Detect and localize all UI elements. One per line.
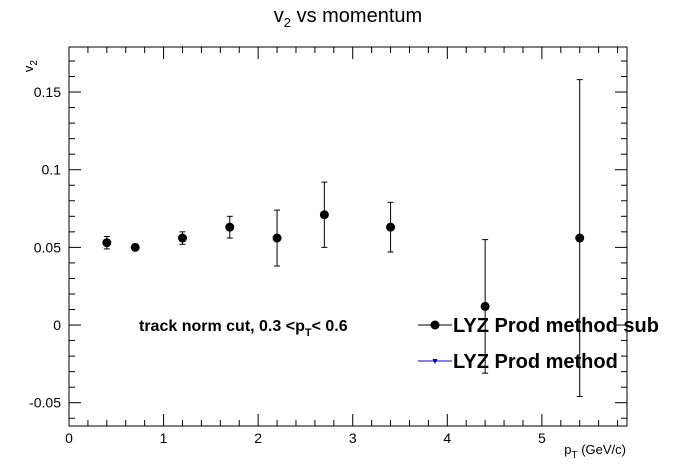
data-point: [575, 233, 585, 243]
chart-title: v2 vs momentum: [274, 5, 422, 30]
y-tick-label: -0.05: [29, 395, 61, 411]
legend-label-prod: LYZ Prod method: [453, 351, 618, 373]
data-point: [102, 238, 112, 248]
x-tick-labels: 0 1 2 3 4 5: [65, 430, 546, 446]
legend-marker-prod: [432, 359, 438, 364]
legend-label-sub: LYZ Prod method sub: [453, 315, 659, 337]
x-axis-title-main: p: [564, 442, 571, 457]
data-points: [102, 79, 585, 397]
data-point: [272, 233, 282, 243]
x-tick-label: 1: [160, 430, 168, 446]
cut-annotation-rest: < 0.6: [312, 318, 348, 335]
chart-title-main: v: [274, 5, 284, 27]
x-axis-title-rest: (GeV/c): [578, 442, 626, 457]
data-point: [480, 301, 490, 311]
x-axis-title-subscript: T: [571, 450, 577, 461]
chart-title-rest: vs momentum: [291, 5, 422, 27]
x-tick-label: 5: [538, 430, 546, 446]
legend: LYZ Prod method sub LYZ Prod method: [418, 315, 659, 373]
legend-marker-sub: [430, 320, 440, 330]
legend-entry-prod: LYZ Prod method: [418, 351, 618, 373]
cut-annotation: track norm cut, 0.3 <pT< 0.6: [139, 318, 348, 339]
cut-annotation-main: track norm cut, 0.3 <p: [139, 318, 305, 335]
data-point: [130, 242, 140, 252]
data-point: [225, 222, 235, 232]
y-tick-label: 0.1: [42, 162, 62, 178]
y-tick-label: 0: [53, 317, 61, 333]
x-tick-label: 0: [65, 430, 73, 446]
y-axis-title: v2: [21, 60, 40, 73]
x-tick-label: 4: [443, 430, 451, 446]
data-point: [386, 222, 396, 232]
y-axis-title-subscript: 2: [29, 60, 40, 66]
x-tick-label: 2: [254, 430, 262, 446]
plot-frame: [68, 46, 628, 427]
y-tick-label: 0.15: [34, 84, 61, 100]
legend-entry-sub: LYZ Prod method sub: [418, 315, 659, 337]
y-axis-title-main: v: [21, 65, 36, 72]
x-axis-title: pT (GeV/c): [564, 442, 626, 461]
data-point: [319, 210, 329, 220]
y-tick-labels: -0.05 0 0.05 0.1 0.15: [29, 84, 61, 411]
cut-annotation-subscript: T: [305, 327, 312, 339]
y-tick-label: 0.05: [34, 239, 61, 255]
x-tick-label: 3: [349, 430, 357, 446]
axis-ticks: [68, 47, 627, 426]
data-point: [177, 233, 187, 243]
chart-title-subscript: 2: [284, 15, 291, 30]
